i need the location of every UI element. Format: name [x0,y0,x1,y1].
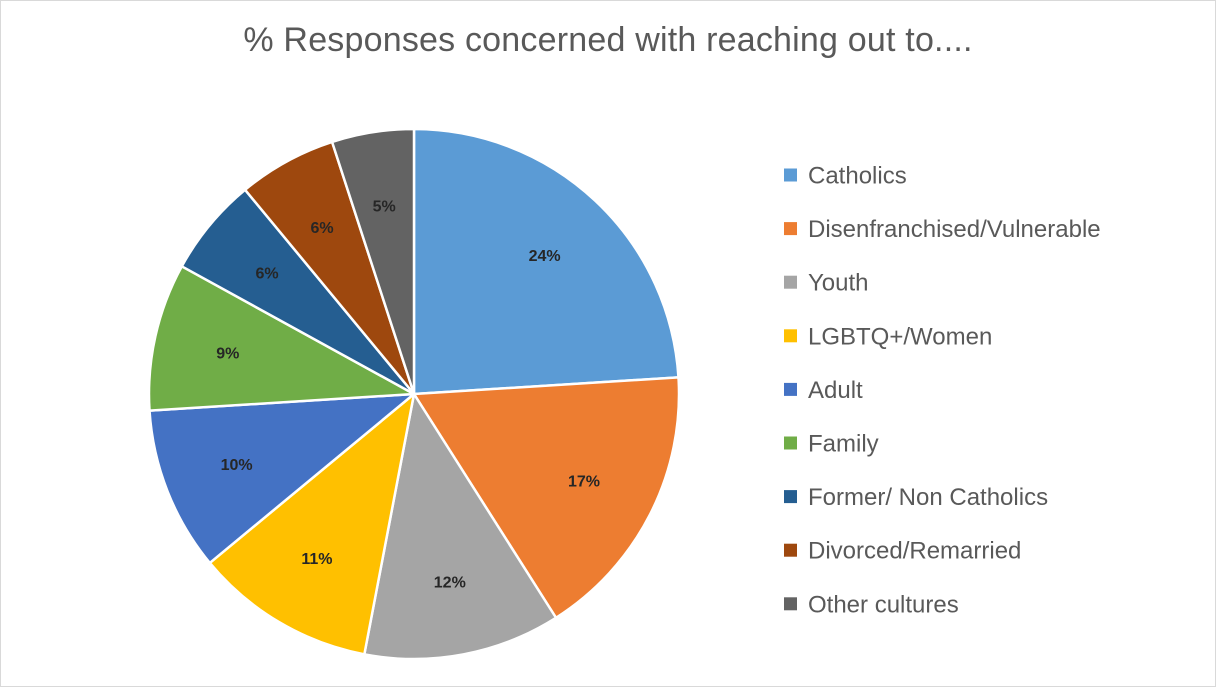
legend-swatch [784,597,797,611]
legend-label: Youth [808,270,869,297]
legend-swatch [784,275,797,289]
legend: Catholics Disenfranchised/Vulnerable Youth… [784,163,1101,618]
chart-title: % Responses concerned with reaching out … [243,21,973,59]
pie-slice-lgbtq-women [208,392,416,656]
data-label-former-non-catholics: 6% [255,265,278,282]
legend-label: Other cultures [808,591,959,618]
pie-slices [147,127,681,661]
pie-slice-catholics [412,127,680,396]
data-labels: 24% 17% 12% 11% 10% 9% 6% 6% 5% [216,199,600,592]
legend-label: LGBTQ+/Women [808,323,992,350]
data-label-other-cultures: 5% [373,199,396,216]
pie-slice-disenfranchised-vulnerable [412,376,681,619]
legend-swatch [784,382,797,396]
legend-item-former-non-catholics: Former/ Non Catholics [784,484,1048,511]
legend-item-family: Family [784,431,879,458]
legend-item-lgbtq-women: LGBTQ+/Women [784,323,992,350]
legend-label: Former/ Non Catholics [808,484,1048,511]
legend-item-disenfranchised-vulnerable: Disenfranchised/Vulnerable [784,216,1101,243]
legend-label: Divorced/Remarried [808,538,1021,565]
legend-item-catholics: Catholics [784,163,907,190]
legend-item-youth: Youth [784,270,869,297]
pie-slice-youth [363,392,558,661]
legend-swatch [784,436,797,450]
data-label-family: 9% [216,345,239,362]
legend-swatch [784,168,797,182]
legend-label: Family [808,431,879,458]
legend-swatch [784,329,797,343]
data-label-lgbtq-women: 11% [301,551,332,568]
pie-slice-family [147,265,416,412]
data-label-divorced-remarried: 6% [311,220,334,237]
data-label-disenfranchised-vulnerable: 17% [568,474,600,491]
data-label-youth: 12% [434,574,466,591]
data-label-adult: 10% [221,457,253,474]
legend-label: Adult [808,377,863,404]
legend-swatch [784,490,797,504]
legend-swatch [784,222,797,236]
legend-item-other-cultures: Other cultures [784,591,959,618]
legend-swatch [784,543,797,557]
legend-label: Catholics [808,163,907,190]
legend-label: Disenfranchised/Vulnerable [808,216,1101,243]
data-label-catholics: 24% [529,248,561,265]
legend-item-divorced-remarried: Divorced/Remarried [784,538,1021,565]
pie-slice-adult [148,392,416,565]
legend-item-adult: Adult [784,377,863,404]
pie-slice-other-cultures [330,127,416,396]
